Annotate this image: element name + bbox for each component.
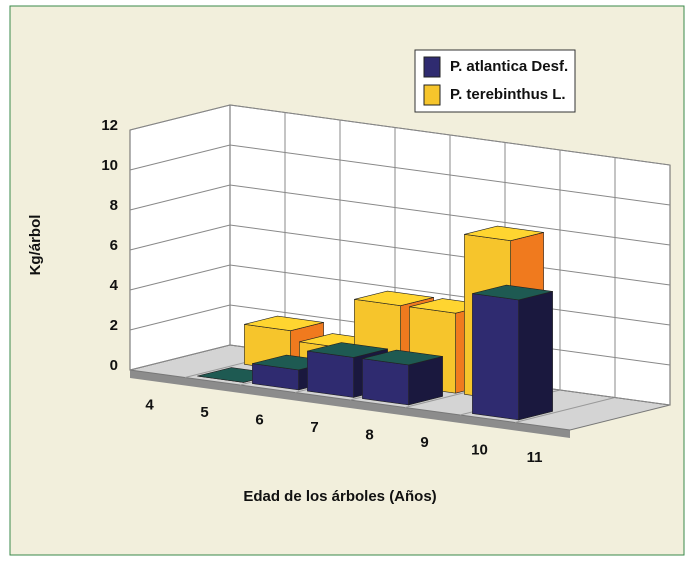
legend-label: P. atlantica Desf.	[450, 58, 568, 75]
bar-front	[472, 293, 519, 421]
y-tick-label: 10	[101, 157, 118, 174]
floor-edge	[130, 370, 570, 438]
bar-side	[518, 291, 553, 421]
bar-top	[362, 349, 443, 366]
bar-top	[307, 342, 388, 358]
x-tick-label: 8	[365, 427, 373, 444]
bar-top	[464, 225, 544, 241]
bar	[472, 284, 553, 421]
y-tick-label: 2	[110, 317, 118, 334]
bar-top	[354, 290, 434, 306]
y-tick-label: 12	[101, 117, 118, 134]
bar-top	[472, 284, 553, 301]
y-tick-label: 0	[110, 357, 118, 374]
x-tick-label: 10	[471, 442, 488, 459]
x-axis-title: Edad de los árboles (Años)	[243, 488, 436, 505]
legend-box	[414, 49, 576, 113]
grid-line	[129, 184, 671, 246]
grid-line	[129, 144, 671, 206]
y-tick-label: 6	[110, 237, 118, 254]
bar-top	[244, 315, 324, 331]
x-tick-label: 7	[310, 419, 318, 436]
bar	[362, 349, 443, 406]
legend-swatch	[423, 84, 441, 106]
x-tick-label: 6	[255, 412, 263, 429]
y-tick-label: 4	[110, 277, 119, 294]
bar-front	[307, 350, 354, 398]
floor-grid	[514, 397, 616, 423]
legend: P. atlantica Desf. P. terebinthus L.	[414, 49, 576, 113]
x-tick-label: 11	[527, 449, 543, 466]
bar-front	[362, 358, 409, 406]
y-tick-label: 8	[110, 197, 118, 214]
grid-line	[129, 104, 671, 166]
legend-label: P. terebinthus L.	[450, 86, 566, 103]
x-tick-label: 5	[200, 404, 208, 421]
legend-swatch	[423, 56, 441, 78]
y-axis-title: Kg/árbol	[27, 215, 44, 276]
x-tick-label: 4	[145, 397, 154, 414]
x-tick-label: 9	[420, 434, 428, 451]
